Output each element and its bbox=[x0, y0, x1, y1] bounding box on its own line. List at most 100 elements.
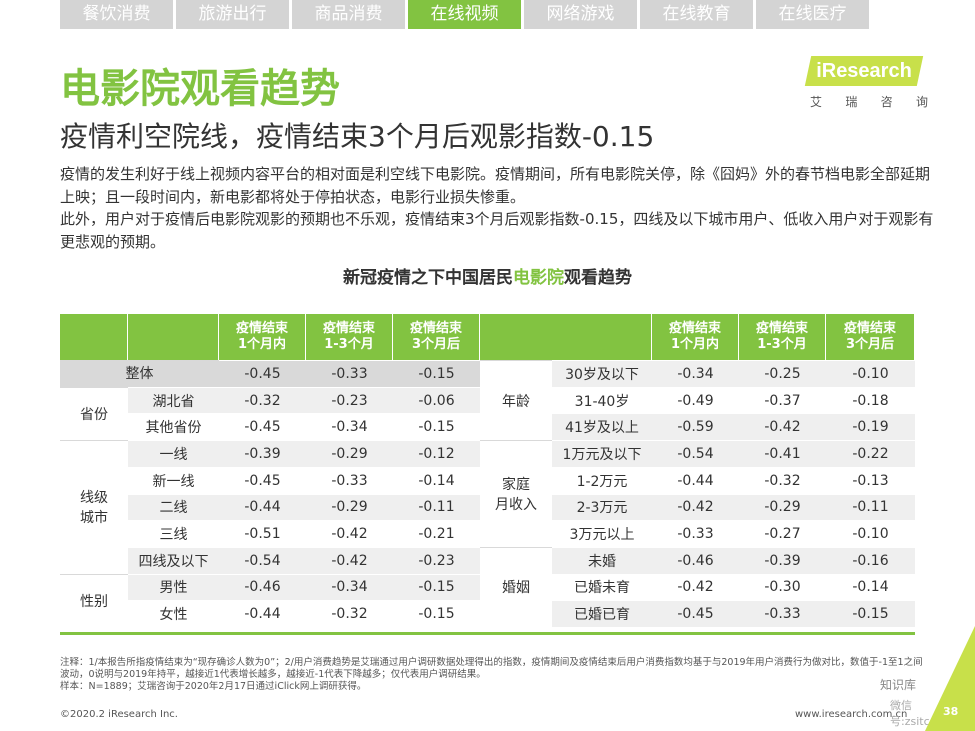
group-label: 性别 bbox=[60, 573, 128, 627]
row-label-overall: 整体 bbox=[60, 360, 219, 387]
value-cell: -0.23 bbox=[393, 546, 480, 574]
value-cell: -0.25 bbox=[739, 360, 826, 387]
row-label: 三线 bbox=[128, 520, 219, 547]
group-label: 婚姻 bbox=[480, 546, 552, 627]
tab-1[interactable]: 餐饮消费 bbox=[60, 0, 173, 29]
value-cell: -0.44 bbox=[219, 600, 306, 627]
value-cell: -0.22 bbox=[826, 440, 915, 467]
paragraph: 疫情的发生利好于线上视频内容平台的相对面是利空线下电影院。疫情期间，所有电影院关… bbox=[60, 165, 931, 206]
value-cell: -0.42 bbox=[652, 493, 739, 521]
corner-decoration bbox=[925, 626, 975, 731]
value-cell: -0.15 bbox=[393, 413, 480, 441]
value-cell: -0.39 bbox=[739, 546, 826, 574]
value-cell: -0.29 bbox=[306, 440, 393, 467]
tab-4[interactable]: 在线视频 bbox=[408, 0, 521, 29]
value-cell: -0.54 bbox=[219, 546, 306, 574]
table-title-post: 观看趋势 bbox=[564, 268, 632, 288]
value-cell: -0.37 bbox=[739, 386, 826, 414]
top-tab-bar: 餐饮消费 旅游出行 商品消费 在线视频 网络游戏 在线教育 在线医疗 bbox=[60, 0, 872, 29]
page-title: 电影院观看趋势 bbox=[60, 66, 340, 112]
value-cell: -0.46 bbox=[219, 573, 306, 601]
row-label: 四线及以下 bbox=[128, 546, 219, 574]
row-label: 2-3万元 bbox=[552, 493, 652, 521]
tab-5[interactable]: 网络游戏 bbox=[524, 0, 637, 29]
trend-table: 疫情结束 1个月内 疫情结束 1个月内 疫情结束 1-3个月 疫情结束 1-3个月 疫情… bbox=[60, 314, 915, 635]
header-blank bbox=[480, 314, 652, 360]
value-cell: -0.44 bbox=[652, 466, 739, 494]
value-cell: -0.54 bbox=[652, 440, 739, 467]
value-cell: -0.15 bbox=[826, 600, 915, 627]
body-text: 疫情的发生利好于线上视频内容平台的相对面是利空线下电影院。疫情期间，所有电影院关… bbox=[60, 163, 940, 253]
value-cell: -0.41 bbox=[739, 440, 826, 467]
column-header: 疫情结束 1个月内 bbox=[219, 314, 306, 360]
row-label: 男性 bbox=[128, 573, 219, 601]
value-cell: -0.14 bbox=[393, 466, 480, 494]
logo-sub-char: 咨 bbox=[880, 95, 893, 109]
value-cell: -0.32 bbox=[739, 466, 826, 494]
header-blank bbox=[128, 314, 219, 360]
value-cell: -0.23 bbox=[306, 386, 393, 414]
value-cell: -0.30 bbox=[739, 573, 826, 601]
row-label: 1-2万元 bbox=[552, 466, 652, 494]
value-cell: -0.15 bbox=[393, 600, 480, 627]
group-label: 年龄 bbox=[480, 360, 552, 441]
value-cell: -0.32 bbox=[219, 386, 306, 414]
footnote: 注释：1/本报告所指疫情结束为“现存确诊人数为0”；2/用户消费趋势是艾瑞通过用… bbox=[60, 657, 923, 680]
tab-7[interactable]: 在线医疗 bbox=[756, 0, 869, 29]
logo-sub-char: 询 bbox=[915, 95, 928, 109]
column-header: 疫情结束 1-3个月 bbox=[739, 314, 826, 360]
row-label: 1万元及以下 bbox=[552, 440, 652, 467]
column-header: 疫情结束 3个月后 bbox=[826, 314, 915, 360]
row-label: 已婚未育 bbox=[552, 573, 652, 601]
table-title-highlight: 电影院 bbox=[513, 268, 564, 288]
page-number: 38 bbox=[943, 705, 959, 718]
value-cell: -0.16 bbox=[826, 546, 915, 574]
value-cell: -0.18 bbox=[826, 386, 915, 414]
value-cell: -0.45 bbox=[219, 413, 306, 441]
group-label: 省份 bbox=[60, 386, 128, 441]
value-cell: -0.29 bbox=[739, 493, 826, 521]
value-cell: -0.33 bbox=[652, 520, 739, 547]
value-cell: -0.15 bbox=[393, 360, 480, 387]
value-cell: -0.42 bbox=[652, 573, 739, 601]
column-header: 疫情结束 1个月内 bbox=[652, 314, 739, 360]
tab-2[interactable]: 旅游出行 bbox=[176, 0, 289, 29]
footnotes: 注释：1/本报告所指疫情结束为“现存确诊人数为0”；2/用户消费趋势是艾瑞通过用… bbox=[60, 657, 930, 693]
paragraph: 此外，用户对于疫情后电影院观影的预期也不乐观，疫情结束3个月后观影指数-0.15… bbox=[60, 210, 934, 251]
value-cell: -0.42 bbox=[306, 520, 393, 547]
value-cell: -0.10 bbox=[826, 520, 915, 547]
row-label: 30岁及以下 bbox=[552, 360, 652, 387]
iresearch-logo: iResearch 艾 瑞 咨 询 bbox=[800, 52, 930, 114]
value-cell: -0.34 bbox=[306, 413, 393, 441]
value-cell: -0.06 bbox=[393, 386, 480, 414]
page-subtitle: 疫情利空院线，疫情结束3个月后观影指数-0.15 bbox=[60, 120, 655, 153]
value-cell: -0.45 bbox=[219, 466, 306, 494]
value-cell: -0.29 bbox=[306, 493, 393, 521]
value-cell: -0.34 bbox=[652, 360, 739, 387]
row-label: 3万元以上 bbox=[552, 520, 652, 547]
row-label: 未婚 bbox=[552, 546, 652, 574]
row-label: 女性 bbox=[128, 600, 219, 627]
value-cell: -0.45 bbox=[652, 600, 739, 627]
value-cell: -0.51 bbox=[219, 520, 306, 547]
row-label: 其他省份 bbox=[128, 413, 219, 441]
value-cell: -0.15 bbox=[393, 573, 480, 601]
value-cell: -0.19 bbox=[826, 413, 915, 441]
tab-3[interactable]: 商品消费 bbox=[292, 0, 405, 29]
value-cell: -0.42 bbox=[306, 546, 393, 574]
value-cell: -0.11 bbox=[826, 493, 915, 521]
table-title-pre: 新冠疫情之下中国居民 bbox=[343, 268, 513, 288]
table-title: 新冠疫情之下中国居民电影院观看趋势 bbox=[0, 263, 975, 288]
value-cell: -0.44 bbox=[219, 493, 306, 521]
row-label: 湖北省 bbox=[128, 386, 219, 414]
value-cell: -0.14 bbox=[826, 573, 915, 601]
copyright: ©2020.2 iResearch Inc. bbox=[60, 709, 178, 720]
group-label: 线级 城市 bbox=[60, 440, 128, 574]
value-cell: -0.49 bbox=[652, 386, 739, 414]
value-cell: -0.59 bbox=[652, 413, 739, 441]
value-cell: -0.33 bbox=[306, 360, 393, 387]
tab-6[interactable]: 在线教育 bbox=[640, 0, 753, 29]
logo-subtext: 艾 瑞 咨 询 bbox=[810, 93, 928, 110]
row-label: 新一线 bbox=[128, 466, 219, 494]
sample-note: 样本：N=1889；艾瑞咨询于2020年2月17日通过iClick网上调研获得。 bbox=[60, 681, 367, 692]
